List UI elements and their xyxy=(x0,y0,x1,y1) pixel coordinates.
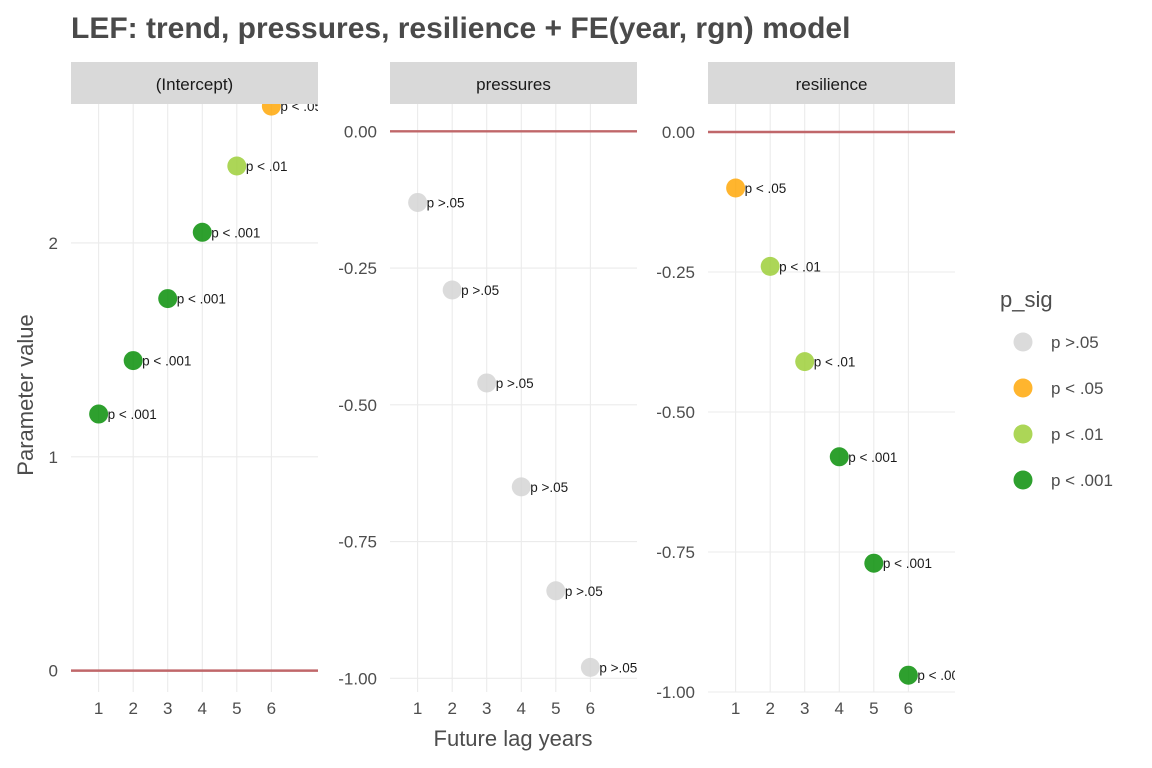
data-label: p < .001 xyxy=(108,407,157,422)
points-group: p < .05 p < .01 p < .01 p < .001 p < .001 p <… xyxy=(726,178,966,685)
data-label: p >.05 xyxy=(530,480,568,495)
data-point xyxy=(261,104,281,116)
x-tick-label: 5 xyxy=(869,699,878,718)
data-point xyxy=(442,280,462,300)
chart-title: LEF: trend, pressures, resilience + FE(y… xyxy=(71,12,850,45)
facet-panel: resilience 0.00 -0.25 -0.50 -0.75 -1.00 1 2 3 4 5 6… xyxy=(656,62,966,718)
y-tick-label: -1.00 xyxy=(338,669,377,688)
data-point xyxy=(795,352,815,372)
legend-label: p < .01 xyxy=(1051,425,1103,444)
data-label: p < .001 xyxy=(848,450,897,465)
data-label: p < .001 xyxy=(142,354,191,369)
legend-label: p < .05 xyxy=(1051,379,1103,398)
data-point xyxy=(829,447,849,467)
data-point xyxy=(546,581,566,601)
y-tick-label: -0.25 xyxy=(656,263,695,282)
data-label: p < .01 xyxy=(246,159,288,174)
legend-key xyxy=(1013,332,1033,352)
data-label: p >.05 xyxy=(599,660,637,675)
x-tick-label: 4 xyxy=(517,699,526,718)
data-point xyxy=(898,665,918,685)
data-label: p < .05 xyxy=(280,99,322,114)
points-group: p < .001 p < .001 p < .001 p < .001 p < .01 p… xyxy=(89,99,322,424)
y-tick-label: -1.00 xyxy=(656,683,695,702)
legend: p_sig p >.05 p < .05 p < .01 p < .001 xyxy=(1000,287,1113,490)
x-tick-label: 4 xyxy=(835,699,844,718)
legend-key xyxy=(1013,378,1033,398)
data-label: p < .001 xyxy=(917,668,966,683)
x-tick-label: 4 xyxy=(198,699,207,718)
facet-strip xyxy=(708,62,955,104)
data-point xyxy=(726,178,746,198)
data-label: p < .001 xyxy=(177,292,226,307)
data-point xyxy=(227,156,247,176)
x-tick-label: 3 xyxy=(163,699,172,718)
y-tick-label: -0.50 xyxy=(338,396,377,415)
data-point xyxy=(408,192,428,212)
x-tick-label: 2 xyxy=(447,699,456,718)
y-axis-title: Parameter value xyxy=(13,314,38,475)
facet-panel: pressures 0.00 -0.25 -0.50 -0.75 -1.00 1 2 3 4 5 6 p… xyxy=(338,62,637,718)
x-tick-label: 3 xyxy=(800,699,809,718)
legend-label: p >.05 xyxy=(1051,333,1099,352)
data-point xyxy=(158,289,178,309)
facet-strip-label: resilience xyxy=(796,75,868,94)
y-tick-label: -0.75 xyxy=(338,533,377,552)
data-point xyxy=(864,553,884,573)
y-tick-label: 0 xyxy=(49,662,58,681)
x-tick-label: 5 xyxy=(551,699,560,718)
data-label: p < .01 xyxy=(814,355,856,370)
x-tick-label: 1 xyxy=(731,699,740,718)
data-point xyxy=(511,477,531,497)
data-point xyxy=(192,222,212,242)
y-tick-label: 1 xyxy=(49,448,58,467)
y-tick-label: 0.00 xyxy=(344,122,377,141)
x-tick-label: 5 xyxy=(232,699,241,718)
data-label: p >.05 xyxy=(461,283,499,298)
x-axis-title: Future lag years xyxy=(434,726,593,751)
legend-key xyxy=(1013,424,1033,444)
data-label: p < .001 xyxy=(883,556,932,571)
legend-label: p < .001 xyxy=(1051,471,1113,490)
x-tick-label: 6 xyxy=(904,699,913,718)
data-point xyxy=(89,404,109,424)
x-tick-label: 2 xyxy=(765,699,774,718)
facet-strip-label: pressures xyxy=(476,75,551,94)
x-tick-label: 2 xyxy=(128,699,137,718)
facet-strip xyxy=(71,62,318,104)
x-tick-label: 6 xyxy=(586,699,595,718)
data-label: p >.05 xyxy=(496,376,534,391)
data-label: p < .05 xyxy=(745,181,787,196)
y-tick-label: 0.00 xyxy=(662,123,695,142)
facet-strip-label: (Intercept) xyxy=(156,75,233,94)
y-tick-label: -0.25 xyxy=(338,259,377,278)
x-tick-label: 6 xyxy=(267,699,276,718)
legend-title: p_sig xyxy=(1000,287,1053,312)
y-tick-label: -0.75 xyxy=(656,543,695,562)
points-group: p >.05 p >.05 p >.05 p >.05 p >.05 p >.05 xyxy=(408,192,637,677)
data-label: p < .01 xyxy=(779,259,821,274)
y-tick-label: 2 xyxy=(49,234,58,253)
facet-strip xyxy=(390,62,637,104)
legend-key xyxy=(1013,470,1033,490)
data-label: p < .001 xyxy=(211,225,260,240)
x-tick-label: 1 xyxy=(413,699,422,718)
data-point xyxy=(477,373,497,393)
data-point xyxy=(123,351,143,371)
data-label: p >.05 xyxy=(565,584,603,599)
data-label: p >.05 xyxy=(427,195,465,210)
data-point xyxy=(580,657,600,677)
data-point xyxy=(760,256,780,276)
y-tick-label: -0.50 xyxy=(656,403,695,422)
x-tick-label: 3 xyxy=(482,699,491,718)
x-tick-label: 1 xyxy=(94,699,103,718)
